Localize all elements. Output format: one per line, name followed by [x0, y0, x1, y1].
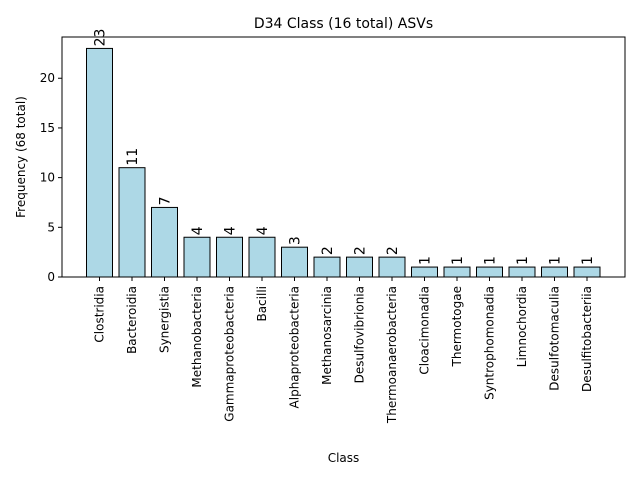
bar [216, 236, 243, 278]
data-label: 1 [450, 256, 466, 265]
x-tick-label: Desulfotomaculia [548, 286, 562, 391]
x-tick-label: Desulfitobacteriia [580, 286, 594, 392]
data-label: 1 [418, 256, 434, 265]
bar [313, 256, 341, 278]
x-axis-label: Class [328, 451, 360, 465]
x-tick-label: Alphaproteobacteria [288, 286, 302, 408]
x-tick-label: Bacilli [255, 286, 269, 322]
bar [248, 236, 276, 278]
bar [508, 266, 536, 278]
y-axis-label: Frequency (68 total) [14, 96, 28, 218]
y-ticks-group: 0 5 10 15 20 [40, 71, 62, 284]
x-tick-label: Thermotogae [450, 286, 464, 367]
x-tick-label: Syntrophomonadia [483, 286, 497, 400]
x-tick-label: Methanosarcinia [320, 286, 334, 385]
y-tick-label: 0 [47, 270, 55, 284]
data-label: 11 [125, 148, 141, 166]
data-label: 4 [223, 226, 239, 235]
data-label: 2 [353, 246, 369, 255]
bar [281, 246, 308, 278]
bar [476, 266, 503, 278]
bar [378, 256, 406, 278]
x-tick-label: Limnochordia [515, 286, 529, 367]
data-label: 2 [385, 246, 401, 255]
x-tick-label: Desulfovibrionia [353, 286, 367, 383]
bar [151, 206, 178, 278]
bars-group [86, 47, 601, 278]
bar [443, 266, 471, 278]
x-tick-label: Synergistia [158, 286, 172, 353]
bar [86, 47, 113, 278]
data-label: 23 [93, 29, 109, 47]
bar [411, 266, 438, 278]
x-tick-label: Cloacimonadia [418, 286, 432, 375]
y-tick-label: 5 [47, 220, 55, 234]
bar [118, 167, 146, 278]
bar [346, 256, 373, 278]
y-tick-label: 10 [40, 171, 55, 185]
data-label: 1 [580, 256, 596, 265]
y-tick-label: 15 [40, 121, 55, 135]
data-label: 4 [255, 226, 271, 235]
bar [183, 236, 211, 278]
data-label: 1 [483, 256, 499, 265]
bar [573, 266, 601, 278]
x-ticks-group: Clostridia Bacteroidia Synergistia Methanob… [93, 277, 594, 424]
x-tick-label: Gammaproteobacteria [223, 286, 237, 422]
data-label: 1 [548, 256, 564, 265]
x-tick-label: Thermoanaerobacteria [385, 286, 399, 424]
bar [541, 266, 568, 278]
data-label: 3 [288, 236, 304, 245]
data-label: 1 [515, 256, 531, 265]
chart-title: D34 Class (16 total) ASVs [254, 16, 433, 32]
data-label: 2 [320, 246, 336, 255]
plot-frame [61, 36, 626, 278]
x-tick-label: Methanobacteria [190, 286, 204, 388]
y-tick-label: 20 [40, 71, 55, 85]
data-label: 7 [158, 197, 174, 206]
x-tick-label: Clostridia [93, 286, 107, 343]
x-tick-label: Bacteroidia [125, 286, 139, 354]
data-label: 4 [190, 226, 206, 235]
